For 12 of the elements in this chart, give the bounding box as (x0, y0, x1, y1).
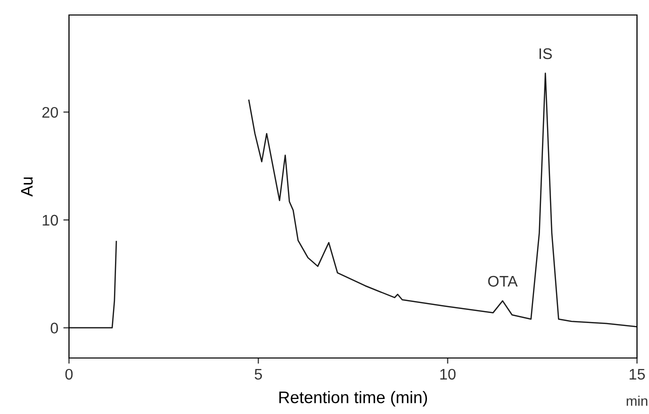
y-axis-title: Au (21, 177, 33, 197)
x-axis-title: Retention time (min) (279, 390, 427, 407)
annotation: OTA (488, 276, 518, 287)
x-tick-label: 10 (440, 368, 456, 380)
x-tick-label: 0 (65, 368, 73, 380)
text: min (626, 396, 648, 406)
y-tick-label: 10 (42, 214, 58, 226)
annotation: IS (540, 48, 552, 60)
y-tick-label: 0 (50, 322, 58, 334)
y-tick-label: 20 (42, 106, 58, 118)
x-tick-label: 5 (254, 368, 262, 380)
x-tick-label: 15 (630, 368, 645, 380)
